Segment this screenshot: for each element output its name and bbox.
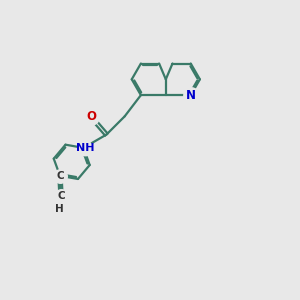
Text: NH: NH xyxy=(76,143,94,153)
Text: O: O xyxy=(86,110,96,123)
Text: C: C xyxy=(57,191,65,201)
Text: N: N xyxy=(186,88,196,102)
Text: C: C xyxy=(56,171,64,181)
Text: H: H xyxy=(55,204,64,214)
